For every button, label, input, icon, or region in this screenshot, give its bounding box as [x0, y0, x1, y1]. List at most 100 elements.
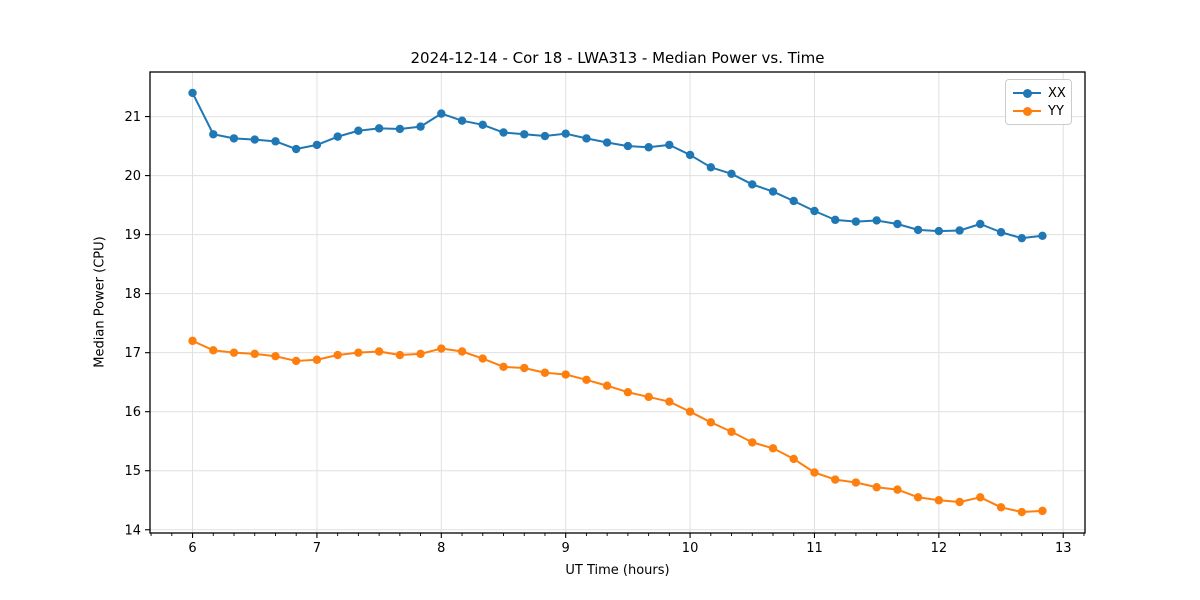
data-point-xx — [665, 140, 674, 150]
data-point-xx — [271, 137, 280, 146]
data-point-xx — [499, 128, 508, 137]
data-point-xx — [789, 196, 798, 206]
y-tick-label: 18 — [124, 287, 141, 302]
data-point-yy — [706, 418, 716, 427]
x-axis-label: UT Time (hours) — [565, 563, 670, 578]
data-point-yy — [478, 354, 487, 363]
data-point-xx — [976, 219, 985, 229]
data-point-yy — [271, 352, 280, 361]
x-tick-label: 7 — [313, 541, 321, 556]
data-point-yy — [291, 356, 301, 366]
data-point-yy — [851, 478, 861, 487]
x-tick-label: 10 — [682, 541, 699, 556]
data-point-yy — [395, 350, 405, 360]
data-point-yy — [437, 344, 446, 353]
x-tick-label: 13 — [1055, 541, 1072, 556]
data-point-xx — [354, 126, 363, 135]
data-point-yy — [644, 392, 653, 402]
legend-label: YY — [1048, 103, 1064, 119]
data-point-xx — [748, 180, 757, 189]
x-tick-label: 12 — [931, 541, 948, 556]
data-point-xx — [540, 131, 550, 141]
legend-sample-xx — [1013, 88, 1041, 98]
data-point-yy — [934, 496, 944, 505]
data-point-xx — [457, 116, 467, 125]
data-point-xx — [644, 143, 653, 152]
data-point-yy — [789, 454, 798, 464]
data-point-yy — [333, 350, 342, 360]
data-point-xx — [291, 144, 301, 154]
data-point-yy — [188, 336, 197, 346]
data-point-xx — [1017, 233, 1027, 243]
data-point-xx — [1038, 231, 1047, 240]
data-point-yy — [540, 368, 550, 377]
data-point-xx — [478, 120, 487, 130]
data-point-xx — [312, 140, 322, 150]
y-tick-label: 14 — [124, 523, 141, 538]
y-tick-label: 19 — [124, 228, 141, 243]
data-point-xx — [996, 228, 1006, 237]
data-point-xx — [623, 141, 633, 151]
data-point-yy — [893, 485, 902, 494]
data-point-yy — [561, 370, 570, 379]
data-point-yy — [727, 427, 736, 436]
data-point-yy — [685, 407, 695, 416]
data-point-xx — [582, 134, 591, 143]
y-tick-label: 15 — [124, 464, 141, 479]
data-point-xx — [416, 122, 425, 131]
data-point-yy — [312, 355, 322, 364]
data-point-xx — [520, 130, 529, 139]
data-point-yy — [768, 444, 778, 453]
data-point-yy — [623, 388, 633, 397]
data-point-xx — [768, 187, 778, 196]
y-axis-label: Median Power (CPU) — [92, 236, 108, 368]
y-tick-label: 16 — [124, 405, 141, 420]
x-tick-label: 6 — [188, 541, 196, 556]
data-point-yy — [499, 362, 508, 372]
series-line-yy — [191, 339, 1044, 514]
legend-sample-yy — [1013, 106, 1041, 116]
data-point-yy — [665, 397, 674, 406]
data-point-yy — [810, 468, 819, 477]
data-point-xx — [374, 124, 384, 133]
data-point-xx — [872, 216, 881, 225]
data-point-yy — [229, 348, 239, 357]
legend: XX YY — [1005, 79, 1072, 125]
x-tick-label: 8 — [437, 541, 445, 556]
data-point-xx — [209, 130, 218, 139]
data-point-yy — [602, 381, 612, 390]
data-point-yy — [416, 349, 425, 359]
data-point-xx — [602, 138, 612, 147]
data-point-yy — [748, 438, 757, 447]
x-tick-label: 11 — [806, 541, 823, 556]
data-point-yy — [457, 347, 467, 356]
data-point-xx — [851, 217, 861, 226]
legend-marker-icon — [1023, 89, 1032, 98]
data-point-yy — [582, 375, 591, 385]
data-point-xx — [250, 135, 259, 144]
data-point-yy — [831, 475, 840, 484]
data-point-yy — [374, 347, 384, 356]
data-point-xx — [229, 134, 239, 143]
x-tick-label: 9 — [562, 541, 570, 556]
data-point-xx — [831, 215, 840, 225]
data-point-xx — [685, 150, 695, 160]
data-point-xx — [561, 129, 570, 138]
data-point-yy — [520, 363, 529, 373]
data-point-xx — [934, 226, 944, 236]
data-point-xx — [333, 132, 342, 141]
legend-item-xx: XX — [1013, 84, 1066, 102]
data-point-xx — [437, 109, 446, 118]
data-point-xx — [395, 124, 405, 134]
data-point-yy — [996, 503, 1006, 512]
data-point-xx — [913, 225, 923, 235]
data-point-yy — [976, 493, 985, 502]
data-point-xx — [727, 169, 736, 179]
data-point-xx — [810, 206, 819, 216]
data-point-yy — [955, 497, 964, 507]
data-point-xx — [955, 226, 964, 235]
data-point-yy — [1017, 507, 1027, 517]
y-tick-label: 21 — [124, 110, 141, 125]
